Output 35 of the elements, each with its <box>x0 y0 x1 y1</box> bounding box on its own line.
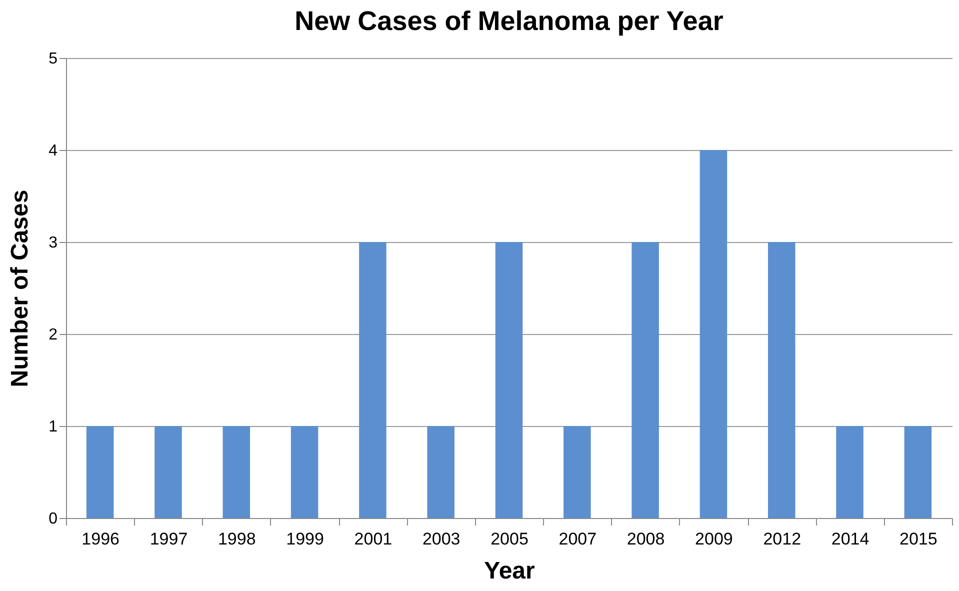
x-tick-label: 2015 <box>900 530 938 548</box>
y-tick-label: 0 <box>48 510 58 528</box>
bar <box>154 426 182 518</box>
x-tick-label: 2007 <box>558 530 597 548</box>
x-tick-label: 2014 <box>831 530 870 548</box>
y-tick-label: 2 <box>48 326 58 344</box>
bar <box>700 150 728 518</box>
x-tick-label: 2003 <box>422 530 460 548</box>
y-tick-label: 3 <box>48 234 58 252</box>
bar <box>222 426 250 518</box>
x-tick-label: 2001 <box>354 530 392 548</box>
bar <box>836 426 864 518</box>
chart-title: New Cases of Melanoma per Year <box>294 6 724 36</box>
bar <box>904 426 932 518</box>
x-tick-label: 2008 <box>626 530 665 548</box>
bar <box>632 242 659 518</box>
bar <box>359 242 386 518</box>
x-axis-title: Year <box>484 558 535 584</box>
x-tick-label: 1997 <box>150 530 188 548</box>
bar <box>427 426 454 518</box>
y-tick-label: 5 <box>48 50 58 68</box>
bar <box>290 426 318 518</box>
x-tick-label: 1998 <box>218 530 256 548</box>
x-tick-label: 2012 <box>763 530 802 548</box>
x-tick-label: 2005 <box>490 530 528 548</box>
y-axis-title: Number of Cases <box>6 190 34 388</box>
y-tick-label: 1 <box>48 418 58 436</box>
bar <box>564 426 591 518</box>
bar <box>86 426 114 518</box>
x-tick-label: 2009 <box>695 530 733 548</box>
x-tick-label: 1999 <box>286 530 324 548</box>
bar <box>768 242 796 518</box>
y-tick-label: 4 <box>48 142 58 160</box>
bar <box>495 242 523 518</box>
x-tick-label: 1996 <box>82 530 120 548</box>
